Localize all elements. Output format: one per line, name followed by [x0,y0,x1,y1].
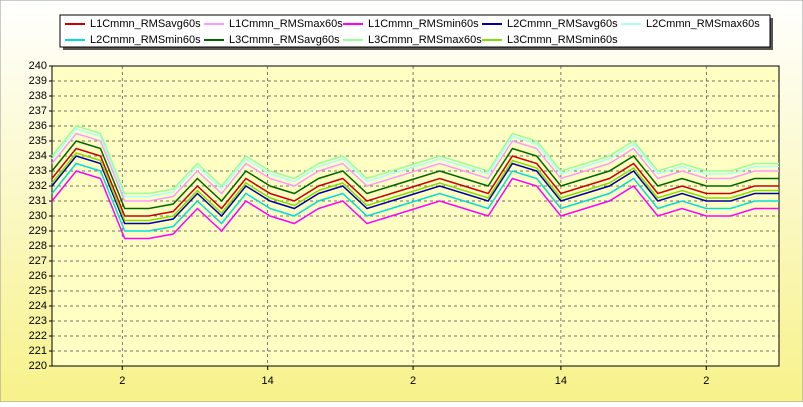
series-line [51,140,779,210]
legend-label: L3Cmmn_RMSavg60s [229,34,340,46]
legend-label: L3Cmmn_RMSmin60s [507,34,618,46]
y-tick-label: 232 [29,180,47,192]
y-tick-label: 230 [29,210,47,222]
series-line [51,152,779,222]
series-line [51,132,779,202]
series-group [51,125,779,240]
legend-label: L1Cmmn_RMSavg60s [90,18,201,30]
y-tick-label: 234 [29,150,47,162]
y-tick-label: 224 [29,300,47,312]
y-tick-label: 226 [29,270,47,282]
series-line [51,170,779,240]
legend-label: L2Cmmn_RMSmax60s [646,18,760,30]
y-tick-label: 225 [29,285,47,297]
legend-label: L2Cmmn_RMSavg60s [507,18,618,30]
y-tick-label: 237 [29,105,47,117]
legend-label: L2Cmmn_RMSmin60s [90,34,201,46]
series-line [51,147,779,217]
legend-label: L1Cmmn_RMSmin60s [368,18,479,30]
y-tick-label: 220 [29,360,47,372]
y-tick-label: 238 [29,90,47,102]
legend-label: L3Cmmn_RMSmax60s [368,34,482,46]
x-tick-label: 2 [410,375,416,387]
y-tick-label: 228 [29,240,47,252]
y-tick-label: 236 [29,120,47,132]
x-tick-label: 2 [119,375,125,387]
series-line [51,155,779,225]
y-tick-label: 233 [29,165,47,177]
y-tick-label: 240 [29,60,47,72]
x-tick-label: 2 [703,375,709,387]
x-tick-label: 14 [262,375,274,387]
legend-items: L1Cmmn_RMSavg60s L1Cmmn_RMSmax60s L1Cmmn_R… [65,18,760,46]
y-tick-label: 239 [29,75,47,87]
series-line [51,128,779,198]
y-tick-label: 235 [29,135,47,147]
x-tick-label: 14 [555,375,567,387]
legend-label: L1Cmmn_RMSmax60s [229,18,343,30]
y-tick-label: 227 [29,255,47,267]
y-tick-label: 221 [29,345,47,357]
y-tick-label: 229 [29,225,47,237]
y-tick-label: 231 [29,195,47,207]
series-line [51,162,779,232]
series-line [51,125,779,195]
y-tick-label: 222 [29,330,47,342]
y-tick-label: 223 [29,315,47,327]
legend [59,14,771,48]
